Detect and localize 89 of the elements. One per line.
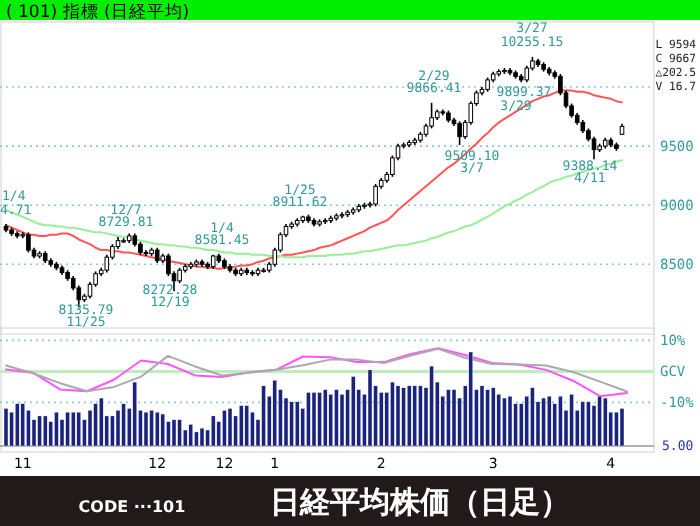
bar (295, 401, 300, 447)
bar (311, 392, 317, 447)
bar (59, 419, 65, 447)
bar (194, 431, 199, 447)
candlestick (457, 120, 462, 146)
candlestick (429, 101, 434, 130)
bar (71, 411, 76, 447)
text: 日経平均株価（日足） (270, 484, 570, 520)
candlestick (373, 183, 378, 208)
bar (317, 392, 322, 447)
bar (3, 408, 9, 447)
bar (519, 403, 524, 447)
bar (502, 397, 507, 447)
bar (99, 397, 104, 447)
bar (15, 403, 20, 447)
bar (115, 410, 121, 447)
bar (177, 419, 182, 447)
bar (54, 411, 59, 447)
bar (37, 415, 42, 447)
candlestick (26, 231, 31, 254)
bar (244, 405, 249, 447)
bar (306, 392, 311, 447)
bar (283, 397, 289, 447)
bar (446, 389, 451, 447)
bar (20, 403, 25, 447)
bar (401, 387, 406, 447)
bar (468, 351, 473, 447)
bar (547, 395, 552, 447)
bar (379, 392, 384, 447)
bar (407, 385, 412, 447)
bar (496, 394, 501, 447)
bar (395, 385, 401, 447)
bar (132, 381, 137, 447)
bar (513, 403, 518, 447)
bar (239, 405, 244, 447)
bar (586, 401, 591, 447)
bar (289, 401, 294, 447)
bar (65, 411, 70, 447)
bar (188, 424, 193, 447)
bar (143, 411, 149, 447)
bar (429, 365, 434, 447)
bar (155, 411, 160, 447)
bar (530, 387, 535, 447)
bar (597, 395, 602, 447)
bar (418, 385, 423, 447)
bar (603, 397, 608, 447)
bar (552, 403, 557, 447)
bar (261, 385, 266, 447)
bar (328, 394, 333, 447)
text: CODE ···101 (78, 498, 187, 516)
bar (211, 415, 216, 447)
bar (541, 397, 546, 447)
bar (166, 421, 171, 447)
bar (367, 369, 373, 447)
bar (580, 401, 585, 447)
bar (149, 410, 154, 447)
bar (558, 395, 563, 447)
bar (121, 403, 126, 447)
bar (222, 410, 227, 447)
bar (507, 395, 513, 447)
bar (9, 411, 14, 447)
bar (485, 389, 490, 447)
bar (614, 411, 619, 447)
bar (76, 411, 81, 447)
candlestick (591, 135, 597, 161)
bar (524, 395, 529, 447)
bar (323, 389, 328, 447)
bar (26, 410, 31, 447)
bar (479, 385, 485, 447)
bar (227, 408, 233, 447)
bar (451, 389, 457, 447)
bar (250, 411, 255, 447)
bar (160, 413, 165, 447)
bar (171, 419, 177, 447)
bar (334, 389, 339, 447)
bar (87, 410, 93, 447)
bar (351, 376, 356, 447)
bar (43, 415, 48, 447)
bar (569, 394, 574, 447)
bar (93, 403, 98, 447)
bar (339, 394, 345, 447)
chart-title: ( 101) 指標 (日経平均) (6, 1, 190, 23)
bar (199, 427, 205, 447)
bar (491, 387, 496, 447)
bar (390, 381, 395, 447)
bar (412, 385, 417, 447)
bar (619, 408, 625, 447)
bar (272, 380, 277, 447)
bar (110, 415, 115, 447)
